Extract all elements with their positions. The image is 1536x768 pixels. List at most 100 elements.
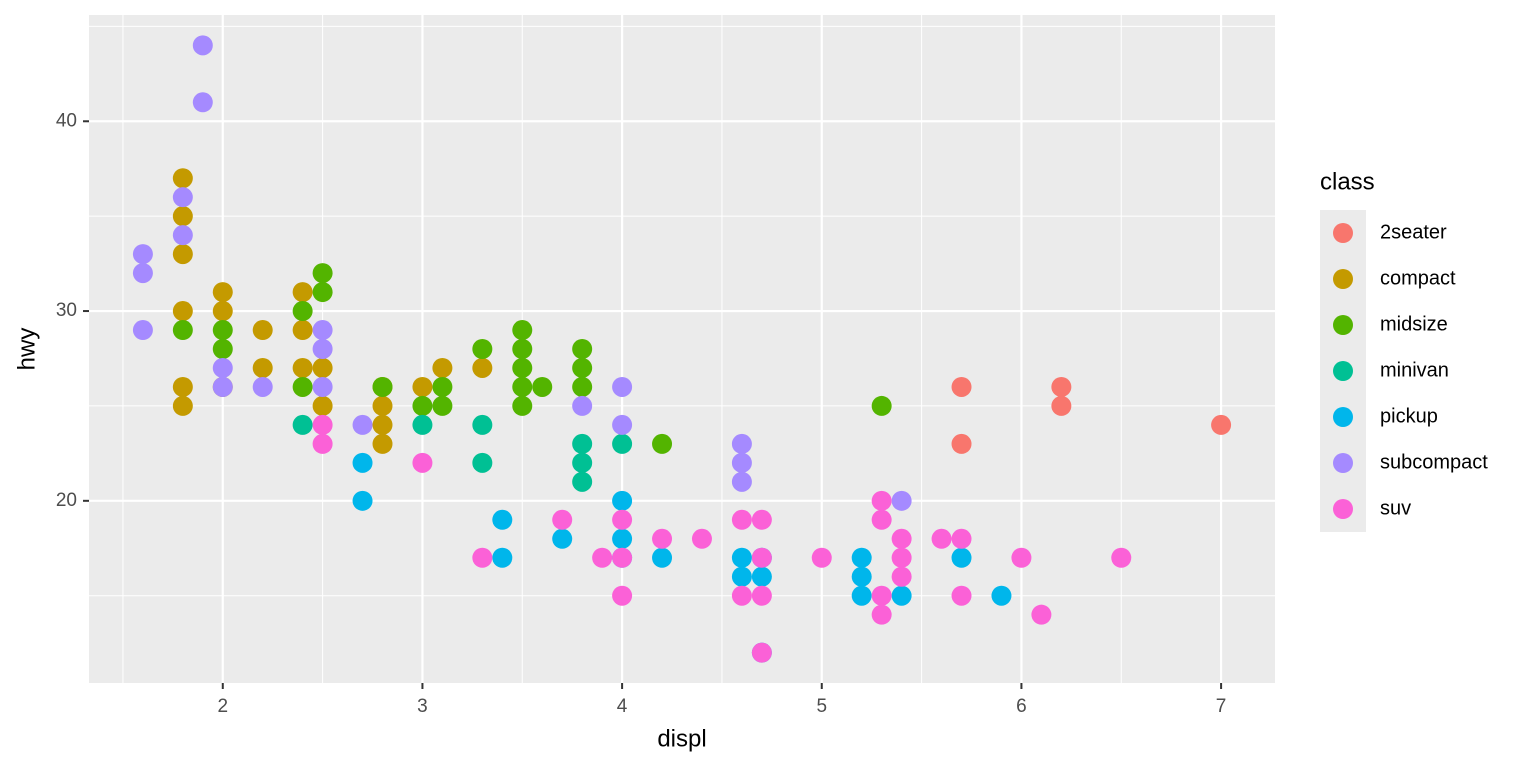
point — [1051, 395, 1072, 416]
point — [1011, 547, 1032, 568]
point — [572, 395, 593, 416]
point — [951, 433, 972, 454]
legend-key — [1333, 407, 1353, 427]
point — [172, 168, 193, 189]
point — [472, 547, 493, 568]
point — [472, 414, 493, 435]
point — [612, 585, 633, 606]
point — [312, 320, 333, 341]
y-tick-label: 20 — [56, 490, 77, 511]
point — [891, 528, 912, 549]
point — [472, 339, 493, 359]
point — [572, 339, 593, 359]
point — [612, 528, 633, 549]
point — [352, 490, 373, 511]
point — [372, 395, 393, 416]
legend-key — [1333, 361, 1353, 381]
point — [212, 301, 233, 322]
point — [1051, 376, 1072, 397]
point — [652, 433, 673, 454]
legend-title: class — [1320, 168, 1375, 195]
point — [432, 376, 453, 397]
point — [212, 357, 233, 378]
point — [691, 528, 712, 549]
point — [572, 471, 593, 492]
point — [512, 395, 533, 416]
point — [731, 452, 752, 473]
point — [312, 395, 333, 416]
point — [412, 452, 433, 473]
x-axis-title: displ — [657, 725, 706, 752]
point — [871, 509, 892, 530]
point — [312, 414, 333, 435]
point — [612, 414, 633, 435]
point — [951, 376, 972, 397]
legend-label: 2seater — [1380, 221, 1447, 243]
point — [652, 547, 673, 568]
point — [352, 414, 373, 435]
legend-key — [1333, 315, 1353, 335]
point — [172, 395, 193, 416]
y-tick-label: 40 — [56, 110, 77, 131]
point — [991, 585, 1012, 606]
point — [472, 452, 493, 473]
point — [292, 376, 313, 397]
point — [871, 395, 892, 416]
point — [1031, 604, 1052, 625]
point — [212, 282, 233, 303]
legend-key — [1333, 223, 1353, 243]
y-axis-title: hwy — [13, 328, 40, 371]
point — [592, 547, 613, 568]
point — [951, 528, 972, 549]
point — [312, 282, 333, 303]
point — [851, 585, 872, 606]
point — [731, 585, 752, 606]
point — [172, 187, 193, 208]
legend-label: minivan — [1380, 359, 1449, 381]
point — [572, 357, 593, 378]
x-tick-label: 2 — [217, 696, 228, 717]
point — [951, 585, 972, 606]
x-tick-label: 7 — [1216, 696, 1227, 717]
point — [552, 528, 573, 549]
legend-label: subcompact — [1380, 451, 1488, 473]
point — [172, 320, 193, 341]
x-tick-label: 6 — [1016, 696, 1027, 717]
point — [871, 585, 892, 606]
point — [572, 452, 593, 473]
point — [412, 414, 433, 435]
point — [572, 376, 593, 397]
point — [731, 471, 752, 492]
point — [172, 206, 193, 227]
point — [652, 528, 673, 549]
point — [132, 320, 153, 341]
point — [312, 376, 333, 397]
point — [412, 395, 433, 416]
point — [172, 376, 193, 397]
point — [192, 35, 213, 56]
point — [931, 528, 952, 549]
point — [172, 225, 193, 246]
point — [292, 414, 313, 435]
point — [751, 547, 772, 568]
point — [472, 357, 493, 378]
point — [1211, 414, 1232, 435]
legend-label: pickup — [1380, 405, 1438, 427]
point — [871, 604, 892, 625]
point — [612, 509, 633, 530]
point — [731, 433, 752, 454]
point — [132, 263, 153, 284]
point — [572, 433, 593, 454]
point — [372, 376, 393, 397]
point — [312, 263, 333, 284]
y-tick-label: 30 — [56, 300, 77, 321]
point — [512, 357, 533, 378]
point — [612, 547, 633, 568]
point — [432, 395, 453, 416]
point — [612, 433, 633, 454]
legend-key — [1333, 269, 1353, 289]
point — [731, 566, 752, 587]
legend-key — [1333, 453, 1353, 473]
point — [192, 92, 213, 113]
